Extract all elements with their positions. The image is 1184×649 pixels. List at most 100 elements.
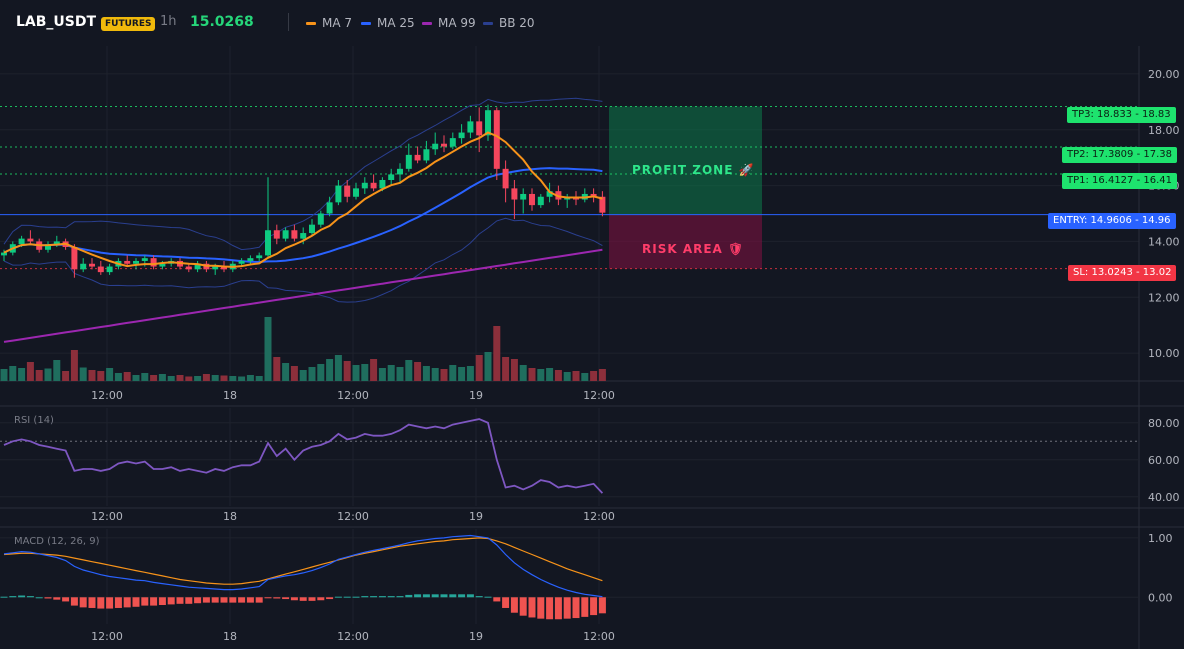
macd-histogram-bar (53, 597, 61, 600)
legend-ma99[interactable]: MA 99 (422, 16, 476, 30)
candle-body (326, 202, 333, 214)
sl-axis-value: 13.02 (1142, 267, 1172, 278)
macd-histogram-bar (387, 596, 395, 598)
volume-bar (484, 352, 492, 381)
price-tick-label: 20.00 (1148, 68, 1180, 81)
entry-label: ENTRY: 14.9606 (1053, 215, 1132, 226)
volume-bar (370, 359, 378, 381)
entry-tag[interactable]: ENTRY: 14.9606 - 14.96 (1048, 213, 1176, 229)
volume-bar (106, 368, 114, 381)
candle-body (221, 266, 227, 270)
macd-histogram-bar (158, 597, 166, 605)
volume-bar (211, 375, 219, 381)
timeframe-label[interactable]: 1h (160, 14, 177, 29)
macd-histogram-bar (334, 596, 342, 598)
volume-bar (132, 375, 140, 381)
macd-histogram-bar (546, 597, 554, 620)
volume-bar (246, 375, 254, 381)
volume-bar (299, 370, 307, 381)
symbol-name[interactable]: LAB_USDT (16, 14, 97, 30)
candle-body (529, 193, 535, 206)
candle-body (18, 238, 25, 245)
volume-bar (70, 350, 78, 381)
ma7-line (3, 131, 603, 268)
volume-bar (141, 373, 149, 381)
volume-bar (502, 357, 510, 381)
candle-body (511, 188, 518, 200)
volume-bar (185, 376, 193, 381)
volume-bar (238, 376, 246, 381)
volume-bar (194, 376, 202, 381)
volume-bar (18, 368, 26, 381)
tp1-tag[interactable]: TP1: 16.4127 - 16.41 (1062, 173, 1178, 189)
macd-histogram-bar (273, 597, 281, 599)
volume-bar (317, 364, 325, 381)
candle-body (344, 185, 351, 197)
macd-histogram-bar (598, 597, 606, 614)
tp2-tag[interactable]: TP2: 17.3809 - 17.38 (1062, 147, 1178, 163)
volume-bar (44, 368, 52, 381)
time-tick-label: 12:00 (337, 510, 369, 523)
volume-bar (422, 366, 430, 381)
profit-zone (609, 106, 762, 215)
macd-histogram-bar (361, 596, 369, 598)
candle-body (449, 138, 456, 147)
volume-bar (361, 364, 369, 381)
volume-bar (334, 355, 342, 381)
candle-body (388, 174, 395, 180)
time-tick-label: 18 (223, 630, 237, 643)
macd-histogram-bar (405, 594, 413, 598)
macd-histogram-bar (554, 597, 562, 620)
macd-histogram-bar (0, 596, 8, 598)
legend-bb20-label: BB 20 (499, 16, 535, 30)
macd-histogram-bar (62, 597, 70, 602)
time-tick-label: 12:00 (583, 510, 615, 523)
legend-ma25[interactable]: MA 25 (361, 16, 415, 30)
macd-histogram-bar (88, 597, 96, 608)
sl-label: SL: 13.0243 (1073, 267, 1133, 278)
candle-body (159, 263, 166, 267)
candle-body (458, 132, 465, 139)
macd-histogram-bar (132, 597, 140, 607)
macd-histogram-bar (449, 594, 457, 598)
macd-histogram-bar (150, 597, 158, 606)
volume-bar (387, 365, 395, 381)
bb-upper-line (3, 97, 603, 251)
candle-body (27, 238, 34, 242)
macd-histogram-bar (343, 596, 351, 598)
candle-body (45, 244, 51, 250)
legend-bb20[interactable]: BB 20 (483, 16, 535, 30)
macd-histogram-bar (229, 597, 237, 603)
macd-histogram-bar (106, 597, 114, 609)
volume-bar (0, 369, 8, 381)
macd-histogram-bar (141, 597, 149, 606)
candle-body (194, 263, 201, 270)
candle-body (256, 255, 263, 259)
macd-histogram-bar (70, 597, 78, 606)
tp3-tag[interactable]: TP3: 18.833 - 18.83 (1067, 107, 1176, 123)
macd-histogram-bar (519, 597, 527, 616)
candle-body (71, 247, 78, 270)
candle-body (537, 196, 544, 206)
macd-histogram-bar (211, 597, 219, 603)
volume-bar (220, 375, 228, 381)
volume-bar (282, 363, 290, 381)
candle-body (379, 180, 386, 189)
candle-body (405, 154, 412, 169)
candle-body (150, 258, 157, 267)
candle-body (397, 168, 403, 175)
macd-histogram-bar (528, 597, 536, 618)
candle-body (317, 213, 324, 225)
legend-ma7[interactable]: MA 7 (306, 16, 352, 30)
volume-bar (537, 369, 545, 381)
candle-body (106, 266, 113, 273)
volume-bar (123, 372, 131, 381)
time-tick-label: 12:00 (337, 630, 369, 643)
tp1-axis-value: 16.41 (1143, 175, 1173, 186)
macd-histogram-bar (352, 596, 360, 598)
sl-tag[interactable]: SL: 13.0243 - 13.02 (1068, 265, 1177, 281)
volume-bar (53, 360, 61, 381)
candle-body (599, 196, 606, 213)
volume-bar (528, 368, 536, 381)
